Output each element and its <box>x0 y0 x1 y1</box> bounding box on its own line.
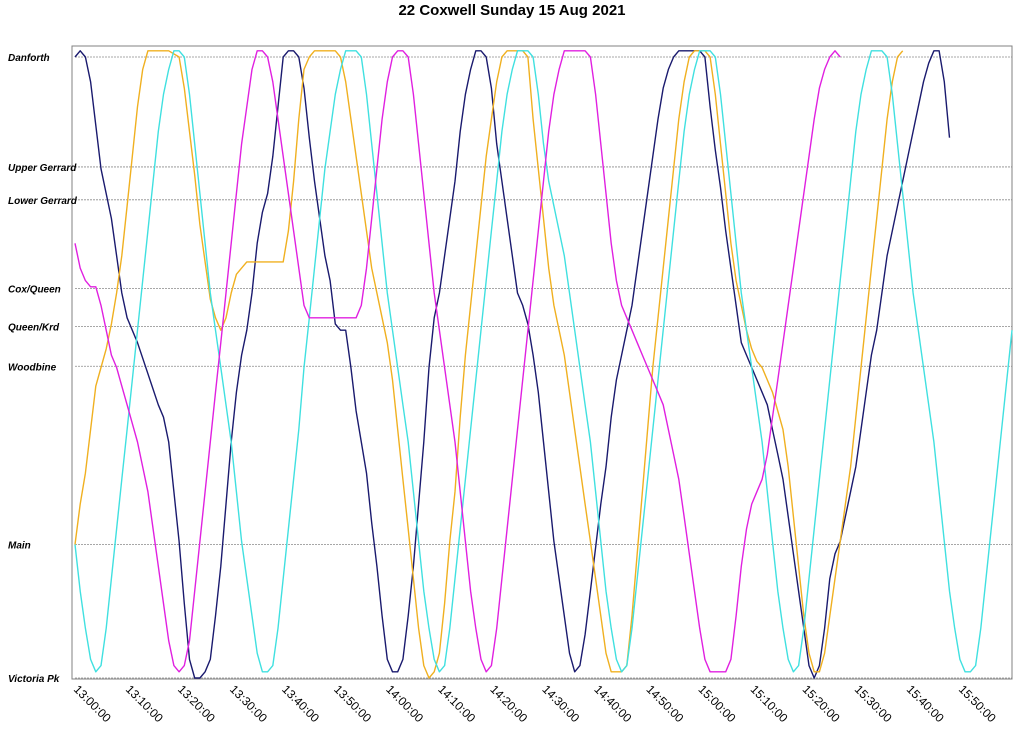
time-tick-label: 13:00:00 <box>71 682 114 725</box>
time-tick-label: 15:10:00 <box>748 682 791 725</box>
time-tick-label: 14:00:00 <box>383 682 426 725</box>
stop-label: Cox/Queen <box>8 285 61 296</box>
stop-label: Queen/Krd <box>8 323 60 334</box>
time-tick-label: 14:30:00 <box>539 682 582 725</box>
series-layer <box>74 50 1013 679</box>
trip-series-1 <box>74 50 904 679</box>
time-tick-label: 14:40:00 <box>591 682 634 725</box>
plot-frame <box>71 45 1013 680</box>
time-tick-label: 15:30:00 <box>852 682 895 725</box>
time-tick-label: 13:30:00 <box>227 682 270 725</box>
grid-layer <box>75 56 1012 679</box>
time-tick-label: 15:50:00 <box>956 682 999 725</box>
time-tick-label: 13:10:00 <box>123 682 166 725</box>
time-labels: 13:00:00 13:10:00 13:20:00 13:30:00 13:40:00… <box>71 682 999 725</box>
time-tick-label: 13:20:00 <box>175 682 218 725</box>
stop-label: Upper Gerrard <box>8 163 77 174</box>
time-tick-label: 13:40:00 <box>279 682 322 725</box>
stop-labels: Danforth Upper Gerrard Lower Gerrard Cox/Qu… <box>8 53 78 685</box>
time-tick-label: 14:20:00 <box>487 682 530 725</box>
stop-label: Woodbine <box>8 362 57 373</box>
trip-series-3 <box>74 50 841 673</box>
time-tick-label: 13:50:00 <box>331 682 374 725</box>
stop-label: Main <box>8 540 31 551</box>
time-tick-label: 15:20:00 <box>800 682 843 725</box>
chart-title: 22 Coxwell Sunday 15 Aug 2021 <box>398 2 626 19</box>
stop-label: Victoria Pk <box>8 674 60 685</box>
trip-series-0 <box>74 50 951 679</box>
time-tick-label: 14:50:00 <box>643 682 686 725</box>
stop-label: Danforth <box>8 53 50 64</box>
time-tick-label: 15:40:00 <box>904 682 947 725</box>
trip-series-2 <box>74 50 1013 673</box>
stop-label: Lower Gerrard <box>8 196 78 207</box>
time-tick-label: 14:10:00 <box>435 682 478 725</box>
time-tick-label: 15:00:00 <box>696 682 739 725</box>
